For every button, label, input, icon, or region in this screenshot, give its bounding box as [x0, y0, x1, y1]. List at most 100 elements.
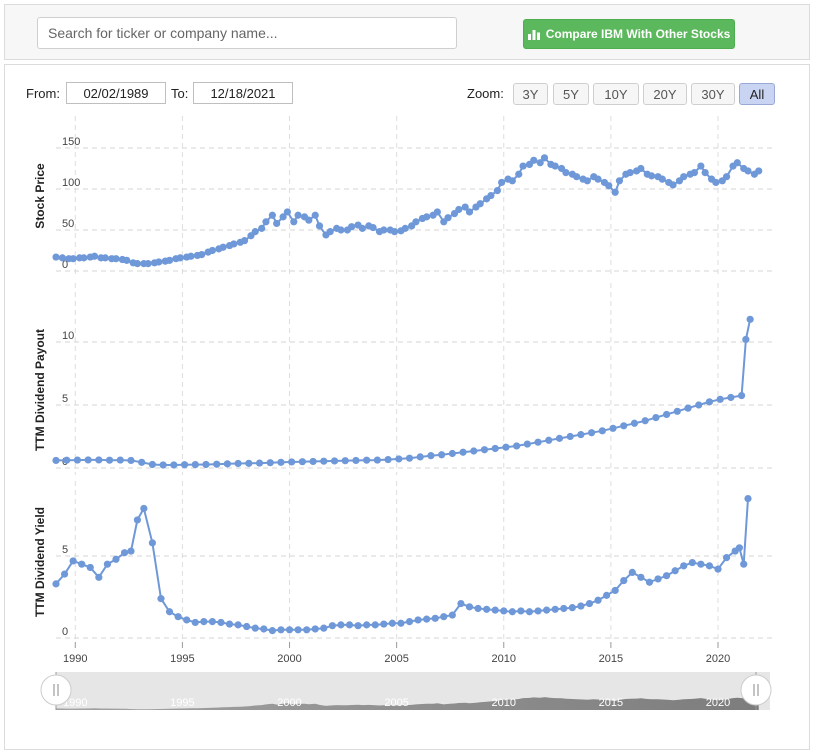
data-point: [311, 211, 319, 219]
data-point: [148, 460, 157, 469]
zoom-20y-button[interactable]: 20Y: [643, 83, 687, 105]
data-point: [388, 619, 396, 627]
series-line: [55, 498, 749, 632]
data-point: [626, 169, 634, 177]
zoom-30y-button[interactable]: 30Y: [691, 83, 735, 105]
data-point: [309, 457, 317, 466]
data-point: [345, 621, 354, 629]
data-point: [611, 586, 619, 595]
data-point: [103, 560, 112, 568]
data-point: [605, 182, 613, 190]
navigator-tick-label: 1995: [170, 697, 194, 709]
data-point: [465, 603, 474, 611]
data-point: [630, 419, 639, 427]
navigator-tick-label: 2015: [599, 697, 623, 709]
data-point: [234, 459, 242, 468]
navigator-tick-label: 1990: [63, 697, 87, 709]
data-point: [133, 260, 142, 268]
data-point: [285, 626, 294, 634]
data-point: [423, 213, 431, 221]
data-point: [277, 458, 285, 466]
y-tick-label: 0: [62, 259, 68, 271]
data-point: [80, 254, 88, 262]
search-input[interactable]: [37, 17, 457, 49]
data-point: [180, 461, 189, 469]
compare-button[interactable]: Compare IBM With Other Stocks: [523, 19, 735, 49]
data-point: [148, 539, 157, 547]
data-point: [202, 460, 210, 469]
data-point: [251, 228, 259, 236]
data-point: [735, 544, 744, 552]
data-point: [652, 414, 660, 422]
data-point: [412, 218, 420, 226]
data-point: [258, 224, 266, 232]
data-point: [112, 555, 120, 563]
data-point: [116, 456, 124, 464]
data-point: [401, 224, 409, 232]
data-point: [225, 620, 234, 628]
data-point: [294, 211, 302, 219]
data-point: [200, 618, 208, 626]
data-point: [380, 620, 388, 628]
data-point: [536, 159, 544, 167]
data-point: [438, 451, 446, 459]
data-point: [427, 452, 435, 460]
handle-knob: [40, 674, 72, 706]
data-point: [577, 602, 585, 610]
from-date-input[interactable]: 02/02/1989: [66, 82, 166, 104]
zoom-10y-button[interactable]: 10Y: [593, 83, 639, 105]
data-point: [566, 432, 574, 441]
data-point: [240, 237, 249, 245]
data-point: [223, 460, 231, 468]
data-point: [155, 258, 163, 266]
data-point: [483, 605, 491, 613]
data-point: [697, 162, 705, 170]
zoom-all-button[interactable]: All: [739, 83, 775, 105]
data-point: [551, 162, 559, 170]
data-point: [198, 251, 206, 259]
y-tick-label: 5: [62, 393, 68, 405]
data-point: [746, 315, 754, 323]
data-point: [755, 167, 763, 175]
y-axis-label: Stock Price: [33, 163, 47, 229]
data-point: [523, 440, 531, 448]
data-point: [641, 417, 649, 425]
data-point: [245, 459, 253, 467]
data-point: [337, 621, 345, 629]
data-point: [645, 578, 654, 586]
data-point: [69, 557, 77, 565]
series-line: [55, 319, 752, 466]
to-date-input[interactable]: 12/18/2021: [193, 82, 293, 104]
navigator-tick-label: 2000: [277, 697, 301, 709]
data-point: [543, 606, 551, 614]
data-point: [555, 434, 564, 442]
data-point: [594, 175, 602, 183]
data-point: [127, 547, 135, 555]
data-point: [444, 214, 452, 222]
navigator[interactable]: 1990 1995 2000 2005 2010 2015 2020: [40, 672, 772, 710]
data-point: [127, 456, 135, 465]
data-point: [519, 162, 527, 170]
data-point: [138, 458, 146, 466]
data-point: [701, 169, 709, 177]
x-tick-label: 2000: [277, 653, 301, 665]
data-point: [502, 443, 510, 451]
data-point: [165, 608, 174, 616]
data-point: [508, 608, 516, 616]
data-point: [260, 625, 268, 633]
data-point: [174, 613, 182, 621]
data-point: [52, 253, 60, 261]
data-point: [120, 549, 129, 557]
zoom-3y-button[interactable]: 3Y: [513, 83, 548, 105]
zoom-5y-button[interactable]: 5Y: [553, 83, 589, 105]
data-point: [123, 256, 131, 264]
y-axis-label: TTM Dividend Yield: [33, 507, 47, 617]
navigator-handle-left[interactable]: [40, 674, 72, 706]
data-point: [733, 159, 741, 167]
data-point: [95, 573, 103, 581]
data-point: [60, 570, 69, 578]
y-tick-label: 5: [62, 544, 68, 556]
navigator-handle-right[interactable]: [740, 674, 772, 706]
data-point: [337, 226, 345, 234]
